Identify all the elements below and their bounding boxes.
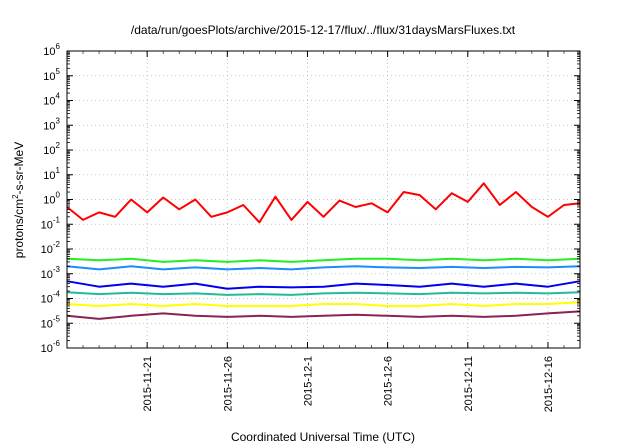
y-tick-label: 101 (43, 166, 60, 182)
x-tick-label: 2015-12-6 (383, 356, 395, 406)
series-line (66, 257, 581, 263)
series-line (66, 265, 581, 271)
y-tick-label-exponent: -6 (53, 339, 61, 348)
y-tick-label: 10-5 (41, 314, 61, 330)
y-tick-label-exponent: -3 (53, 265, 61, 274)
x-axis: 2015-11-21 2015-11-26 2015-12-1 2015-12-6 20… (66, 51, 581, 412)
y-tick-label-exponent: 0 (56, 191, 61, 200)
y-tick-label-base: 10 (43, 145, 55, 157)
y-tick-label-exponent: -1 (53, 215, 61, 224)
y-tick-label: 103 (43, 116, 60, 132)
y-tick-label-base: 10 (43, 46, 55, 58)
y-tick-label-base: 10 (43, 96, 55, 108)
y-tick-label-exponent: 3 (56, 116, 61, 125)
y-tick-label: 100 (43, 191, 60, 207)
y-tick-label-exponent: 6 (56, 42, 61, 51)
y-tick-label: 10-1 (41, 215, 61, 231)
y-tick-label-exponent: 2 (56, 141, 61, 150)
chart-title: /data/run/goesPlots/archive/2015-12-17/f… (131, 23, 516, 37)
x-tick-label: 2015-12-1 (302, 356, 314, 406)
y-tick-label-exponent: -5 (53, 314, 61, 323)
y-tick-label-base: 10 (41, 294, 53, 306)
y-tick-label-base: 10 (43, 71, 55, 83)
y-tick-label-base: 10 (41, 244, 53, 256)
y-axis-label-superscript: 2 (11, 194, 20, 199)
series-line (66, 310, 581, 320)
y-tick-label: 105 (43, 67, 60, 83)
y-tick-label-exponent: 1 (56, 166, 61, 175)
grid (67, 51, 580, 348)
y-axis-label-part: protons/cm (12, 199, 26, 258)
series-line (66, 280, 581, 290)
x-tick-label: 2015-11-21 (142, 356, 154, 411)
y-tick-label-base: 10 (41, 219, 53, 231)
y-tick-label: 10-4 (41, 290, 61, 306)
y-tick-label: 10-3 (41, 265, 61, 281)
y-tick-label-exponent: 4 (56, 92, 61, 101)
y-tick-label: 10-2 (41, 240, 61, 256)
y-tick-label: 106 (43, 42, 60, 58)
series-line (66, 291, 581, 296)
series-group (66, 182, 581, 320)
y-tick-label-exponent: -4 (53, 290, 61, 299)
y-tick-label-base: 10 (43, 120, 55, 132)
y-axis-label: protons/cm2-s-sr-MeV (11, 142, 26, 258)
y-tick-label: 102 (43, 141, 60, 157)
series-line (66, 182, 581, 224)
y-tick-label-base: 10 (41, 343, 53, 355)
y-axis-label-part: -s-sr-MeV (12, 142, 26, 195)
y-axis: 10-610-510-410-310-210-11001011021031041… (41, 42, 580, 355)
y-tick-label-base: 10 (43, 170, 55, 182)
y-tick-label-base: 10 (43, 195, 55, 207)
x-tick-label: 2015-12-16 (543, 356, 555, 412)
x-axis-label: Coordinated Universal Time (UTC) (231, 430, 415, 444)
y-tick-label-exponent: 5 (56, 67, 61, 76)
y-tick-label: 104 (43, 92, 60, 108)
x-tick-label: 2015-12-11 (463, 356, 475, 411)
series-line (66, 301, 581, 307)
y-tick-label-exponent: -2 (53, 240, 61, 249)
y-tick-label: 10-6 (41, 339, 61, 355)
y-tick-label-base: 10 (41, 318, 53, 330)
y-tick-label-base: 10 (41, 269, 53, 281)
x-tick-label: 2015-11-26 (222, 356, 234, 411)
